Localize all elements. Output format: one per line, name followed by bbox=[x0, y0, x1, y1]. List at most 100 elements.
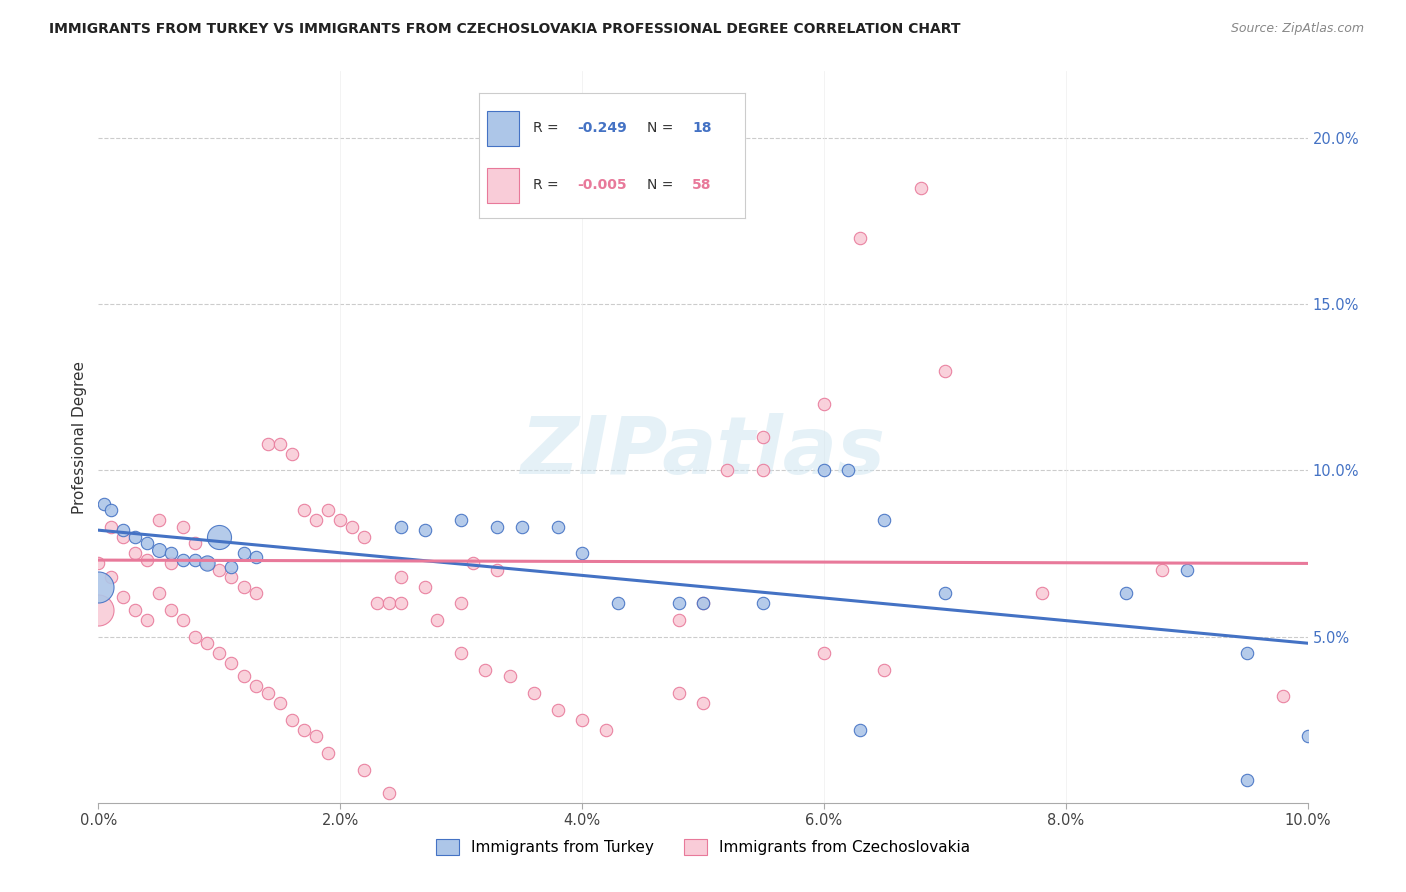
Point bbox=[752, 596, 775, 610]
Point bbox=[450, 596, 472, 610]
Point bbox=[474, 663, 496, 677]
Point bbox=[1115, 586, 1137, 600]
Point bbox=[135, 536, 157, 550]
Point bbox=[184, 630, 207, 644]
Text: ZIPatlas: ZIPatlas bbox=[520, 413, 886, 491]
Point bbox=[692, 596, 714, 610]
Point bbox=[245, 549, 267, 564]
Point bbox=[93, 497, 115, 511]
Point bbox=[523, 686, 546, 700]
Point bbox=[873, 663, 896, 677]
Point bbox=[208, 563, 231, 577]
Point bbox=[752, 430, 775, 444]
Point bbox=[195, 557, 218, 571]
Point bbox=[910, 180, 932, 194]
Point bbox=[813, 463, 835, 477]
Point bbox=[486, 563, 509, 577]
Point bbox=[450, 646, 472, 660]
Point bbox=[668, 686, 690, 700]
Point bbox=[135, 613, 157, 627]
Point bbox=[668, 613, 690, 627]
Point bbox=[366, 596, 388, 610]
Text: IMMIGRANTS FROM TURKEY VS IMMIGRANTS FROM CZECHOSLOVAKIA PROFESSIONAL DEGREE COR: IMMIGRANTS FROM TURKEY VS IMMIGRANTS FRO… bbox=[49, 22, 960, 37]
Point bbox=[245, 586, 267, 600]
Point bbox=[353, 763, 375, 777]
Point bbox=[305, 513, 328, 527]
Point bbox=[292, 503, 315, 517]
Point bbox=[124, 530, 146, 544]
Point bbox=[1175, 563, 1198, 577]
Point bbox=[329, 513, 352, 527]
Point bbox=[160, 546, 183, 560]
Text: Source: ZipAtlas.com: Source: ZipAtlas.com bbox=[1230, 22, 1364, 36]
Point bbox=[813, 646, 835, 660]
Point bbox=[111, 530, 134, 544]
Point bbox=[100, 520, 122, 534]
Point bbox=[172, 613, 194, 627]
Point bbox=[232, 669, 254, 683]
Point bbox=[172, 520, 194, 534]
Point bbox=[547, 520, 569, 534]
Point bbox=[269, 696, 291, 710]
Point bbox=[377, 786, 399, 800]
Point bbox=[160, 603, 183, 617]
Point bbox=[692, 696, 714, 710]
Point bbox=[571, 713, 593, 727]
Point bbox=[256, 686, 278, 700]
Point bbox=[316, 503, 339, 517]
Point bbox=[1236, 772, 1258, 787]
Point bbox=[100, 503, 122, 517]
Point bbox=[269, 436, 291, 450]
Point bbox=[463, 557, 485, 571]
Point bbox=[232, 580, 254, 594]
Point bbox=[1296, 729, 1319, 743]
Point bbox=[1031, 586, 1053, 600]
Point bbox=[595, 723, 617, 737]
Y-axis label: Professional Degree: Professional Degree bbox=[72, 360, 87, 514]
Point bbox=[281, 447, 304, 461]
Point bbox=[87, 557, 110, 571]
Point bbox=[413, 523, 436, 537]
Point bbox=[389, 596, 412, 610]
Point bbox=[413, 580, 436, 594]
Point bbox=[607, 596, 630, 610]
Point bbox=[245, 680, 267, 694]
Point bbox=[195, 557, 218, 571]
Point bbox=[849, 723, 872, 737]
Point bbox=[208, 646, 231, 660]
Point bbox=[111, 523, 134, 537]
Point bbox=[510, 520, 533, 534]
Point bbox=[813, 397, 835, 411]
Point bbox=[208, 530, 231, 544]
Point bbox=[184, 553, 207, 567]
Point bbox=[426, 613, 449, 627]
Point bbox=[148, 586, 170, 600]
Point bbox=[292, 723, 315, 737]
Point bbox=[195, 636, 218, 650]
Point bbox=[389, 570, 412, 584]
Point bbox=[256, 436, 278, 450]
Point bbox=[716, 463, 738, 477]
Point bbox=[547, 703, 569, 717]
Point bbox=[1152, 563, 1174, 577]
Point bbox=[281, 713, 304, 727]
Point bbox=[837, 463, 859, 477]
Point bbox=[148, 513, 170, 527]
Point bbox=[486, 520, 509, 534]
Point bbox=[1236, 646, 1258, 660]
Point bbox=[934, 363, 956, 377]
Point bbox=[87, 580, 110, 594]
Point bbox=[124, 546, 146, 560]
Point bbox=[934, 586, 956, 600]
Point bbox=[221, 656, 243, 670]
Point bbox=[160, 557, 183, 571]
Point bbox=[148, 543, 170, 558]
Point bbox=[100, 570, 122, 584]
Point bbox=[342, 520, 364, 534]
Point bbox=[87, 603, 110, 617]
Point bbox=[377, 596, 399, 610]
Point bbox=[389, 520, 412, 534]
Point bbox=[353, 530, 375, 544]
Point bbox=[316, 746, 339, 760]
Point bbox=[571, 546, 593, 560]
